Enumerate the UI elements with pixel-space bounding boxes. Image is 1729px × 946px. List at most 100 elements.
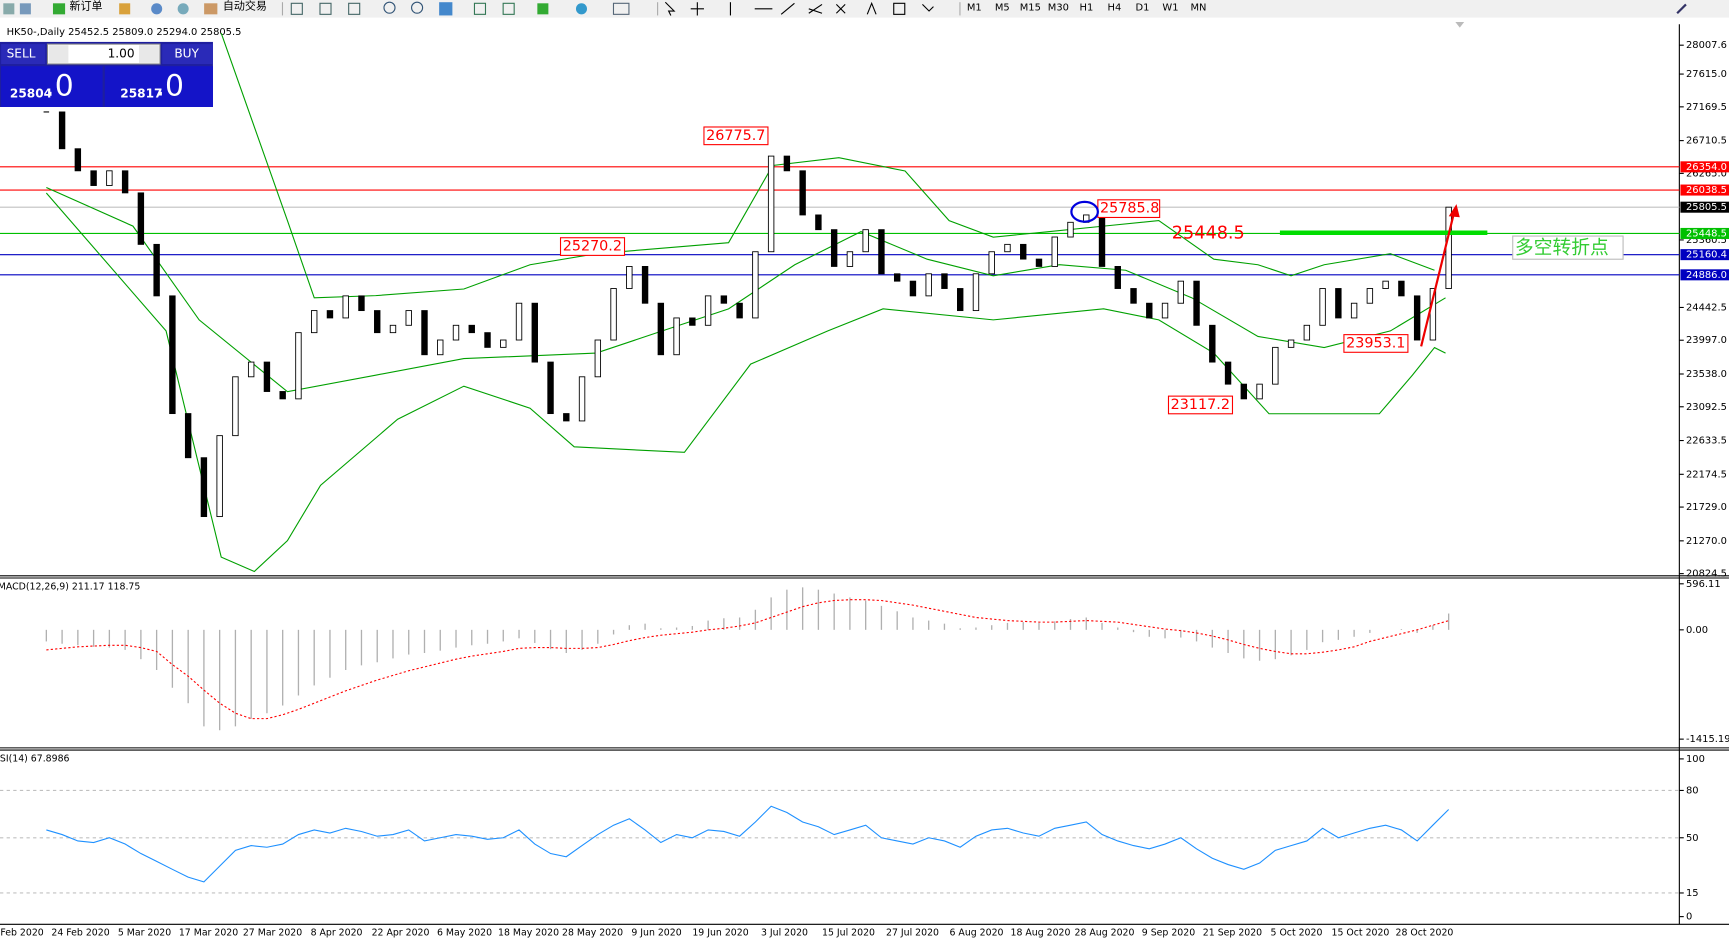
- icon[interactable]: [439, 2, 453, 16]
- buy-price-box[interactable]: [104, 66, 213, 107]
- date-label: 9 Jun 2020: [631, 928, 681, 939]
- rsi-line: [46, 805, 1450, 883]
- icon[interactable]: [612, 2, 630, 15]
- bollinger-middle: [46, 187, 1446, 393]
- lot-down[interactable]: [48, 45, 69, 63]
- annotation-box: [1167, 395, 1234, 415]
- icon[interactable]: [866, 1, 877, 15]
- sell-price[interactable]: 25804: [10, 86, 52, 100]
- timeframe-button[interactable]: H1: [1080, 3, 1094, 14]
- icon[interactable]: [922, 4, 934, 12]
- candle: [862, 229, 869, 253]
- candle: [626, 266, 633, 289]
- sell-button[interactable]: [1, 44, 46, 64]
- candle: [1413, 295, 1421, 341]
- icon[interactable]: [473, 2, 487, 15]
- candle: [1146, 302, 1153, 319]
- timeframe-button[interactable]: H4: [1108, 3, 1122, 14]
- buy-price[interactable]: 25817: [120, 86, 162, 100]
- price-tick-label: 26710.5: [1686, 136, 1727, 147]
- timeframe-button[interactable]: M15: [1020, 3, 1041, 14]
- auto-trade[interactable]: 自动交易: [223, 0, 267, 13]
- date-label: 27 Jul 2020: [886, 928, 939, 939]
- date-label: 24 Feb 2020: [51, 928, 109, 939]
- timeframe-button[interactable]: M1: [967, 3, 982, 14]
- timeframe-button[interactable]: MN: [1191, 3, 1207, 14]
- candle: [752, 251, 759, 319]
- annotation-label: 23953.1: [1346, 335, 1405, 351]
- icon[interactable]: [537, 3, 549, 15]
- buy-label[interactable]: BUY: [174, 47, 199, 61]
- icon[interactable]: [1676, 3, 1687, 15]
- candle: [405, 310, 412, 326]
- timeframe-button[interactable]: D1: [1135, 3, 1149, 14]
- date-label: 15 Oct 2020: [1332, 928, 1390, 939]
- icon[interactable]: [177, 3, 189, 15]
- buy-button[interactable]: [162, 44, 213, 64]
- rsi-tick-label: 50: [1686, 833, 1699, 844]
- lot-up[interactable]: [139, 45, 159, 63]
- icon[interactable]: [119, 3, 131, 15]
- icon[interactable]: [151, 3, 163, 15]
- date-label: 27 Mar 2020: [243, 928, 302, 939]
- timeframe-button[interactable]: M30: [1048, 3, 1069, 14]
- icon[interactable]: [3, 3, 15, 15]
- timeframe-button[interactable]: M5: [995, 3, 1010, 14]
- candle: [988, 251, 995, 275]
- icon[interactable]: [348, 2, 361, 15]
- candle: [1177, 280, 1184, 304]
- candle: [783, 155, 791, 172]
- price-tick-label: 20824.5: [1686, 569, 1727, 580]
- candle: [500, 339, 507, 348]
- icon[interactable]: [204, 3, 218, 15]
- buy-price-fraction[interactable]: .0: [156, 69, 184, 104]
- chart-title: HK50-,Daily 25452.5 25809.0 25294.0 2580…: [7, 27, 242, 38]
- timeframe-button[interactable]: W1: [1162, 3, 1178, 14]
- icon[interactable]: [319, 2, 332, 15]
- candle: [830, 229, 838, 267]
- candle: [484, 332, 491, 348]
- candle: [232, 376, 239, 437]
- macd-signal: [46, 599, 1449, 720]
- note-box: [1512, 235, 1624, 260]
- lot-input[interactable]: [46, 43, 161, 65]
- icon[interactable]: [893, 2, 906, 15]
- toolbar-bg: [0, 0, 1729, 18]
- candle: [594, 339, 602, 378]
- icon[interactable]: [19, 3, 31, 15]
- icon[interactable]: [664, 1, 676, 16]
- sell-price-box[interactable]: [1, 66, 103, 107]
- icon[interactable]: [690, 2, 704, 16]
- price-tick-label: 26265.0: [1686, 168, 1727, 179]
- new-order[interactable]: 新订单: [70, 0, 103, 13]
- icon[interactable]: [502, 2, 515, 15]
- one-click-panel: SELL 1.00 BUY 25804 .0 25817 .0: [0, 41, 213, 107]
- candle: [295, 332, 302, 400]
- candle: [941, 273, 948, 289]
- date-label: 17 Mar 2020: [179, 928, 238, 939]
- icon[interactable]: [808, 3, 823, 14]
- candle: [1035, 258, 1043, 267]
- icon[interactable]: [835, 4, 846, 14]
- icon[interactable]: [575, 3, 587, 15]
- icon[interactable]: [52, 3, 66, 15]
- candle: [153, 243, 160, 297]
- macd-label: MACD(12,26,9) 211.17 118.75: [0, 581, 140, 592]
- icon[interactable]: [290, 2, 303, 15]
- candle: [815, 214, 822, 231]
- sell-label[interactable]: SELL: [7, 47, 36, 61]
- candle: [106, 170, 113, 186]
- price-tick-label: 28007.6: [1686, 40, 1727, 51]
- lot-value[interactable]: 1.00: [108, 47, 135, 61]
- date-label: 21 Sep 2020: [1203, 928, 1262, 939]
- annotation-box: [1343, 334, 1409, 353]
- icon[interactable]: [411, 1, 424, 14]
- icon[interactable]: [383, 1, 396, 14]
- candle: [893, 273, 901, 282]
- sell-price-fraction[interactable]: .0: [45, 69, 73, 104]
- candle: [673, 317, 680, 356]
- signal-note: 多空转折点: [1515, 237, 1609, 259]
- icon[interactable]: [780, 2, 795, 15]
